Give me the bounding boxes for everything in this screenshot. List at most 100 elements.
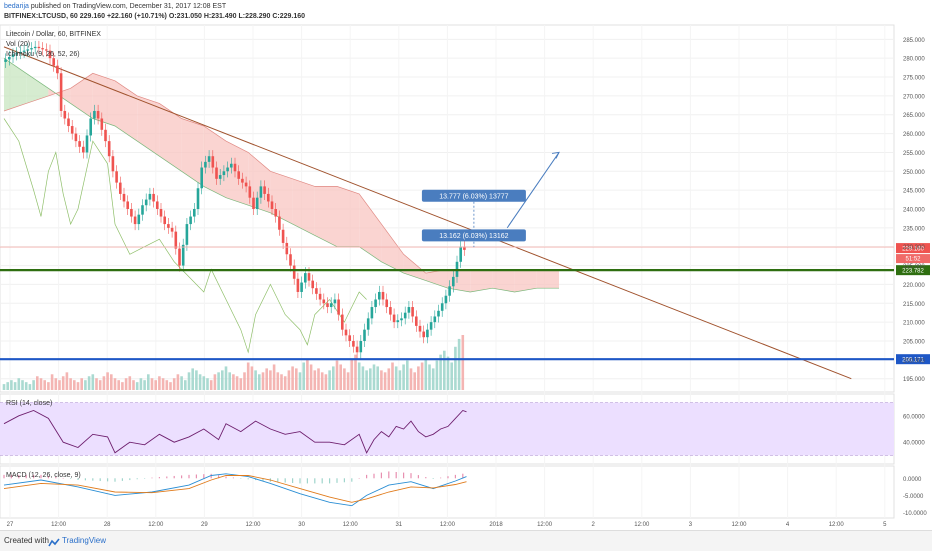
macd-histogram-bar [114, 478, 116, 482]
x-tick-label: 12:00 [148, 522, 164, 528]
macd-histogram-bar [447, 476, 449, 479]
macd-histogram-bar [247, 478, 249, 480]
rsi-band [0, 402, 894, 456]
candle-body [189, 216, 192, 225]
macd-histogram-bar [380, 472, 382, 479]
rsi-tick-label: 60.0000 [903, 414, 925, 420]
candle-body [63, 110, 67, 119]
ichimoku-cloud-segment [137, 95, 160, 157]
macd-histogram-bar [144, 478, 146, 479]
created-with-text: Created with [4, 536, 49, 545]
macd-histogram-bar [70, 478, 72, 479]
candle-body [159, 209, 163, 217]
candle-body [167, 224, 170, 228]
x-tick-label: 2018 [489, 522, 503, 528]
volume-bar [139, 378, 143, 390]
volume-bar [80, 378, 83, 390]
macd-histogram-bar [321, 478, 323, 484]
volume-bar [387, 368, 391, 390]
volume-bar [98, 380, 102, 390]
volume-bar [261, 372, 265, 390]
macd-histogram-bar [107, 478, 109, 482]
volume-bar [417, 366, 420, 390]
y-tick-label: 255.000 [903, 151, 925, 157]
volume-bar [398, 370, 402, 390]
volume-bar [258, 374, 261, 390]
last-price-tag [896, 243, 930, 254]
candle-body [337, 299, 340, 315]
candle-body [26, 49, 30, 51]
x-tick-label: 31 [395, 522, 402, 528]
macd-histogram-bar [284, 478, 286, 483]
candle-body [174, 231, 178, 249]
volume-bar [269, 370, 272, 390]
volume-bar [350, 358, 354, 390]
candle-body [281, 229, 285, 243]
measure-label-box[interactable] [421, 189, 526, 202]
volume-bar [239, 378, 243, 390]
candle-body [126, 201, 129, 209]
macd-histogram-bar [225, 476, 227, 479]
author-link[interactable]: bedarija [4, 3, 29, 10]
countdown-label: 51:52 [905, 257, 921, 263]
x-tick-label: 12:00 [537, 522, 553, 528]
x-tick-label: 3 [689, 522, 693, 528]
volume-bar [47, 382, 50, 390]
macd-histogram-bar [336, 478, 338, 483]
chart-svg[interactable]: 223.782 200.171 229.160 51:52 13.777 (6.03%… [0, 0, 932, 530]
volume-bar [24, 382, 28, 390]
candle-body [389, 307, 392, 315]
candle-body [407, 307, 411, 313]
trendline[interactable] [3, 46, 852, 380]
candle-body [433, 316, 437, 323]
candle-body [137, 214, 141, 225]
candle-body [185, 224, 189, 245]
volume-bar [332, 366, 335, 390]
measure-label-box[interactable] [421, 229, 526, 242]
candle-body [78, 141, 81, 147]
tradingview-brand-link[interactable]: TradingView [62, 536, 107, 545]
volume-bar [287, 370, 291, 390]
volume-bar [317, 368, 320, 390]
candle-body [374, 299, 377, 308]
macd-histogram-bar [440, 477, 442, 479]
volume-bar [161, 378, 165, 390]
ichimoku-cloud-segment [492, 269, 515, 292]
volume-bar [406, 360, 409, 390]
volume-bar [43, 380, 46, 390]
macd-histogram-bar [462, 473, 464, 479]
y-tick-label: 265.000 [903, 113, 925, 119]
candle-body [348, 335, 351, 341]
volume-bar [150, 378, 154, 390]
volume-bar [65, 372, 69, 390]
ichimoku-cloud-segment [470, 269, 493, 292]
volume-bar [324, 374, 328, 390]
ichimoku-cloud-segment [292, 178, 315, 236]
candle-body [411, 307, 414, 317]
volume-bar [102, 376, 106, 390]
macd-histogram-bar [136, 478, 138, 480]
candle-body [259, 186, 263, 198]
projection-arrow[interactable] [506, 152, 560, 229]
candle-body [200, 167, 203, 189]
candle-body [341, 314, 344, 330]
candle-body [352, 340, 355, 347]
candle-body [248, 186, 252, 198]
footer-bar: Created with TradingView [0, 530, 932, 551]
published-text: published on TradingView.com, December 3… [30, 3, 227, 10]
candle-body [422, 331, 425, 338]
candle-body [33, 46, 37, 49]
y-tick-label: 240.000 [903, 208, 925, 214]
candle-body [329, 303, 333, 308]
support-price-label: 223.782 [902, 269, 924, 275]
y-tick-label: 235.000 [903, 226, 925, 232]
volume-bar [32, 380, 35, 390]
macd-tick-label: -5.0000 [903, 494, 924, 500]
y-tick-label: 280.000 [903, 57, 925, 63]
candle-body [144, 199, 148, 206]
volume-bar [280, 374, 283, 390]
ichimoku-cloud-segment [181, 118, 204, 187]
rsi-line [3, 409, 467, 454]
macd-histogram-bar [121, 478, 123, 481]
y-tick-label: 205.000 [903, 339, 925, 345]
